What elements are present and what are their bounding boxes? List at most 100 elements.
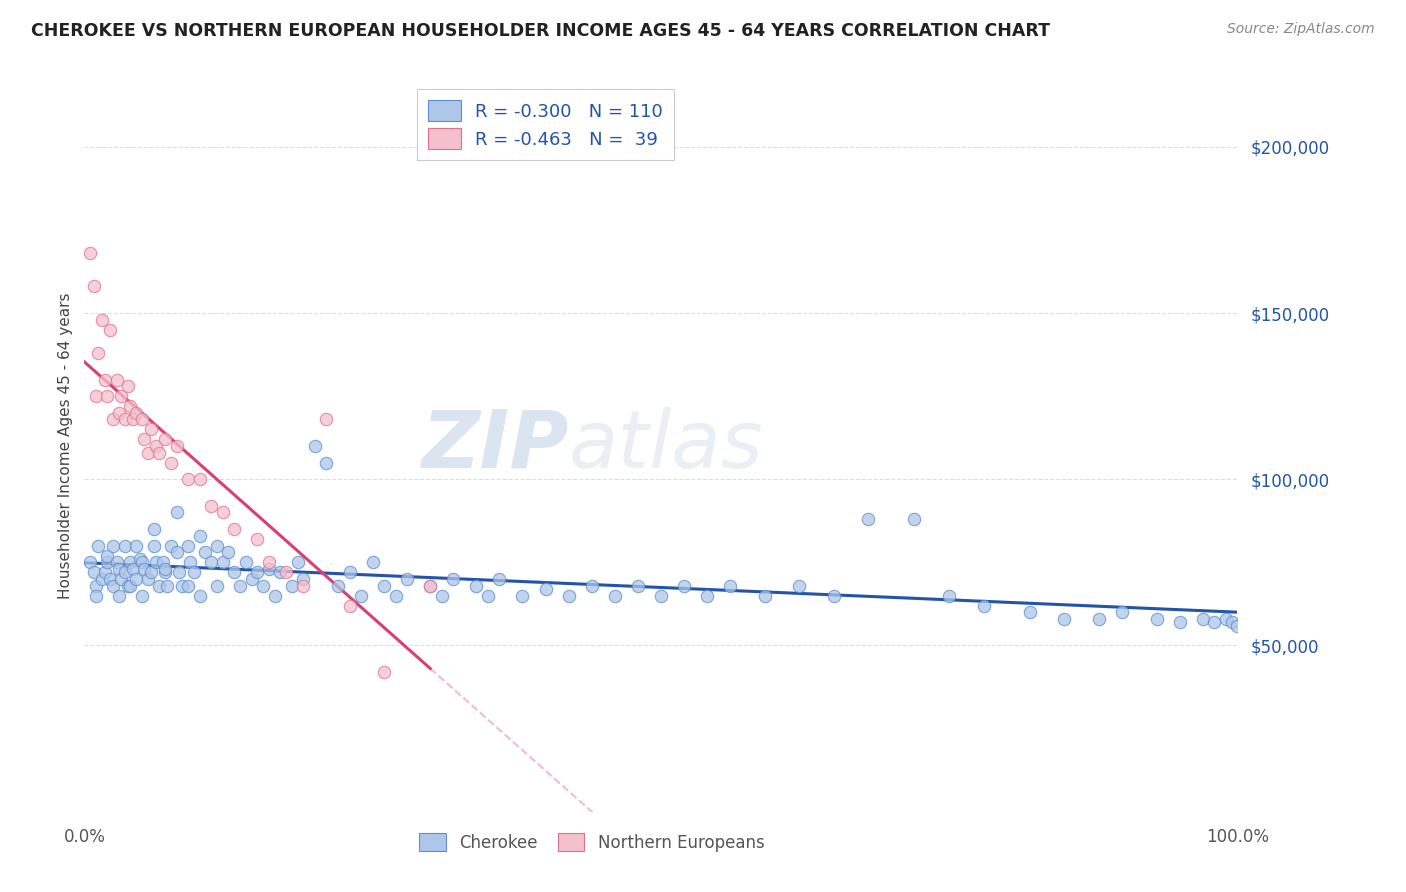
Point <box>823 589 845 603</box>
Point <box>754 589 776 603</box>
Point <box>103 412 124 426</box>
Point <box>96 549 118 563</box>
Point <box>534 582 557 596</box>
Point <box>177 472 200 486</box>
Point <box>315 456 337 470</box>
Point <box>120 579 142 593</box>
Point <box>1111 605 1133 619</box>
Point <box>94 372 117 386</box>
Point <box>903 512 925 526</box>
Point <box>142 539 165 553</box>
Point <box>120 555 142 569</box>
Point <box>200 555 222 569</box>
Point <box>120 399 142 413</box>
Point <box>103 539 124 553</box>
Point <box>229 579 252 593</box>
Point <box>125 406 148 420</box>
Point <box>103 579 124 593</box>
Point <box>131 589 153 603</box>
Point <box>136 445 159 459</box>
Point <box>1226 618 1249 632</box>
Point <box>465 579 488 593</box>
Point <box>105 555 128 569</box>
Text: atlas: atlas <box>568 407 763 485</box>
Point <box>117 579 139 593</box>
Point <box>153 562 176 576</box>
Point <box>90 572 112 586</box>
Point <box>488 572 510 586</box>
Point <box>257 562 280 576</box>
Point <box>419 579 441 593</box>
Point <box>1220 615 1243 630</box>
Point <box>141 422 163 436</box>
Point <box>627 579 650 593</box>
Point <box>1088 612 1111 626</box>
Text: ZIP: ZIP <box>422 407 568 485</box>
Point <box>240 572 263 586</box>
Point <box>131 555 153 569</box>
Point <box>87 539 110 553</box>
Point <box>246 532 269 546</box>
Point <box>205 579 228 593</box>
Point <box>200 499 222 513</box>
Point <box>1168 615 1191 630</box>
Point <box>84 389 107 403</box>
Point <box>83 279 105 293</box>
Point <box>326 579 349 593</box>
Point <box>419 579 441 593</box>
Point <box>205 539 228 553</box>
Point <box>172 579 194 593</box>
Point <box>166 439 188 453</box>
Point <box>114 412 136 426</box>
Point <box>1204 615 1226 630</box>
Point <box>98 323 121 337</box>
Point <box>269 566 291 580</box>
Point <box>90 312 112 326</box>
Point <box>79 246 101 260</box>
Point <box>1018 605 1040 619</box>
Point <box>160 539 183 553</box>
Point <box>188 529 211 543</box>
Point <box>281 579 304 593</box>
Point <box>98 572 121 586</box>
Point <box>672 579 695 593</box>
Point <box>263 589 285 603</box>
Point <box>177 579 200 593</box>
Point <box>696 589 718 603</box>
Point <box>973 599 995 613</box>
Point <box>224 566 246 580</box>
Point <box>167 566 190 580</box>
Point <box>292 579 315 593</box>
Point <box>108 562 131 576</box>
Point <box>136 572 159 586</box>
Point <box>361 555 384 569</box>
Point <box>145 439 167 453</box>
Point <box>218 545 240 559</box>
Point <box>156 579 179 593</box>
Point <box>858 512 880 526</box>
Point <box>339 599 361 613</box>
Point <box>718 579 741 593</box>
Point <box>153 566 176 580</box>
Point <box>121 412 143 426</box>
Legend: Cherokee, Northern Europeans: Cherokee, Northern Europeans <box>412 826 770 858</box>
Point <box>512 589 534 603</box>
Point <box>125 572 148 586</box>
Point <box>183 566 205 580</box>
Point <box>1053 612 1076 626</box>
Point <box>142 522 165 536</box>
Point <box>384 589 406 603</box>
Point <box>94 566 117 580</box>
Point <box>84 589 107 603</box>
Point <box>1146 612 1168 626</box>
Point <box>787 579 810 593</box>
Point <box>650 589 672 603</box>
Point <box>430 589 453 603</box>
Point <box>148 445 170 459</box>
Point <box>287 555 309 569</box>
Point <box>315 412 337 426</box>
Point <box>105 372 128 386</box>
Point <box>121 562 143 576</box>
Point <box>1215 612 1237 626</box>
Point <box>110 572 132 586</box>
